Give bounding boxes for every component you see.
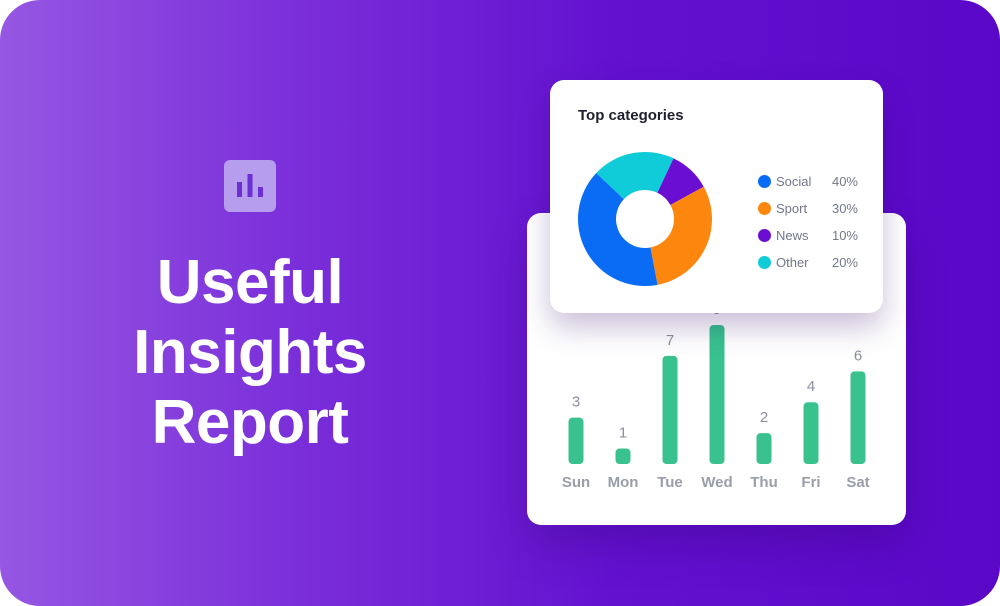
bar-tue — [662, 355, 678, 464]
legend-percent: 20% — [831, 255, 858, 270]
daily-bar-chart: 3Sun1Mon7Tue9Wed2Thu4Fri6Sat — [562, 301, 870, 491]
card-title: Top categories — [578, 107, 684, 124]
bar-chart-icon — [224, 160, 276, 212]
donut-slice-other — [596, 152, 674, 200]
legend-dot-news — [758, 229, 771, 242]
legend-label: Other — [776, 255, 809, 270]
bar-sun — [568, 417, 584, 464]
legend-item-news: News 10% — [758, 222, 858, 249]
x-tick-label: Tue — [657, 474, 683, 491]
x-tick-label: Sat — [846, 474, 869, 491]
legend-item-sport: Sport 30% — [758, 195, 858, 222]
x-tick-label: Sun — [562, 474, 590, 491]
legend-label: News — [776, 228, 809, 243]
bar-wed — [709, 325, 725, 464]
page-title: Useful Insights Report — [100, 248, 400, 458]
legend-dot-sport — [758, 202, 771, 215]
categories-donut-chart — [578, 152, 712, 286]
donut-slice-sport — [650, 186, 712, 285]
legend-label: Sport — [776, 201, 808, 216]
legend-dot-social — [758, 175, 771, 188]
bar-value-label: 1 — [619, 425, 627, 442]
bar-value-label: 3 — [572, 394, 580, 411]
title-line-1: Useful — [156, 248, 344, 317]
x-tick-label: Thu — [750, 474, 778, 491]
x-tick-label: Wed — [701, 474, 732, 491]
top-categories-card: Top categories Social 40% Sport 30% News 10% O… — [550, 80, 883, 313]
title-line-3: Report — [151, 388, 349, 457]
bar-value-label: 4 — [807, 378, 815, 395]
donut-slice-social — [578, 173, 658, 286]
bar-sat — [850, 371, 866, 464]
donut-slice-news — [657, 158, 704, 206]
title-line-2: Insights — [133, 318, 367, 387]
chart-legend: Social 40% Sport 30% News 10% Other 20% — [758, 168, 858, 276]
x-tick-label: Mon — [608, 474, 639, 491]
legend-item-other: Other 20% — [758, 249, 858, 276]
legend-item-social: Social 40% — [758, 168, 858, 195]
bar-fri — [803, 402, 819, 464]
legend-percent: 30% — [831, 201, 858, 216]
legend-label: Social — [776, 174, 812, 189]
bar-value-label: 6 — [854, 347, 862, 364]
bar-value-label: 7 — [666, 332, 674, 349]
legend-percent: 10% — [831, 228, 858, 243]
bar-thu — [756, 433, 772, 464]
legend-percent: 40% — [831, 174, 858, 189]
x-tick-label: Fri — [801, 474, 820, 491]
legend-dot-other — [758, 256, 771, 269]
bar-value-label: 2 — [760, 409, 768, 426]
bar-mon — [615, 448, 631, 464]
